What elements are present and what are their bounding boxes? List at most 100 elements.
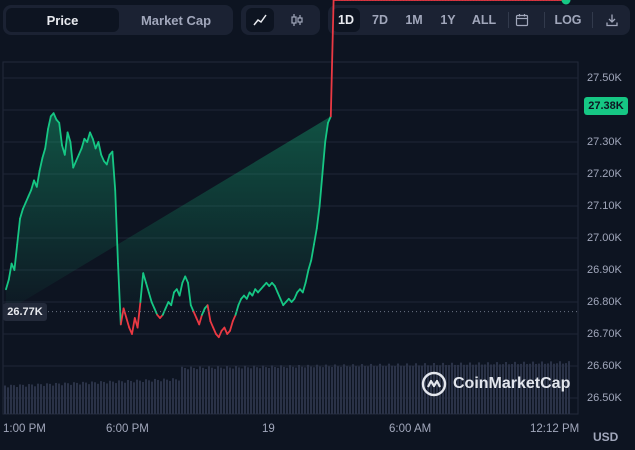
tab-price[interactable]: Price bbox=[6, 8, 119, 32]
price-line-segment bbox=[187, 281, 192, 307]
volume-bar bbox=[37, 383, 39, 414]
volume-bar bbox=[457, 364, 459, 414]
volume-bar bbox=[382, 365, 384, 414]
volume-bar bbox=[553, 363, 555, 414]
volume-bar bbox=[208, 366, 210, 414]
line-chart-icon[interactable] bbox=[246, 8, 274, 32]
volume-bar bbox=[520, 363, 522, 414]
volume-bar bbox=[160, 381, 162, 414]
volume-bar bbox=[184, 368, 186, 414]
volume-bar bbox=[334, 364, 336, 414]
price-line-segment bbox=[30, 179, 35, 191]
volume-bar bbox=[247, 367, 249, 414]
range-1d-button[interactable]: 1D bbox=[332, 8, 360, 32]
currency-label: USD bbox=[593, 430, 619, 444]
volume-bar bbox=[79, 384, 81, 414]
volume-bar bbox=[286, 367, 288, 414]
price-line-segment bbox=[44, 128, 49, 150]
volume-bar bbox=[400, 365, 402, 414]
price-line-segment bbox=[237, 297, 243, 307]
x-tick-label: 19 bbox=[262, 423, 275, 435]
volume-bar bbox=[277, 367, 279, 414]
price-line-segment bbox=[13, 243, 19, 271]
volume-bar bbox=[490, 364, 492, 414]
volume-bar bbox=[10, 384, 12, 414]
volume-bar bbox=[433, 362, 435, 414]
y-tick-label: 27.30K bbox=[587, 136, 622, 148]
range-all-button[interactable]: ALL bbox=[471, 13, 497, 27]
volume-bar bbox=[76, 382, 78, 414]
volume-bar bbox=[493, 364, 495, 414]
volume-bar bbox=[370, 363, 372, 414]
volume-bar bbox=[337, 366, 339, 414]
price-line-segment bbox=[315, 205, 321, 230]
price-line-segment bbox=[150, 301, 156, 310]
price-line-segment bbox=[147, 291, 153, 303]
price-line-segment bbox=[184, 275, 189, 284]
volume-bar bbox=[136, 379, 138, 414]
volume-bar bbox=[70, 384, 72, 414]
price-line-segment bbox=[27, 189, 33, 198]
volume-bar bbox=[58, 383, 60, 414]
price-line-segment bbox=[47, 115, 52, 131]
volume-bar bbox=[562, 363, 564, 414]
price-line-segment bbox=[139, 272, 145, 303]
price-line-segment bbox=[217, 329, 223, 339]
price-line-segment bbox=[21, 201, 27, 211]
volume-bar bbox=[340, 366, 342, 414]
price-line-segment bbox=[170, 291, 175, 307]
volume-bar bbox=[46, 383, 48, 414]
volume-bar bbox=[406, 363, 408, 414]
reference-price-label: 26.77K bbox=[3, 303, 47, 321]
range-7d-button[interactable]: 7D bbox=[372, 13, 388, 27]
y-tick-label: 26.60K bbox=[587, 360, 622, 372]
calendar-icon[interactable] bbox=[508, 8, 536, 32]
volume-bar bbox=[532, 361, 534, 414]
volume-bar bbox=[202, 367, 204, 414]
volume-bar bbox=[190, 366, 192, 414]
volume-bar bbox=[151, 381, 153, 414]
price-line-segment bbox=[327, 115, 332, 124]
volume-bar bbox=[412, 365, 414, 414]
volume-bar bbox=[124, 382, 126, 414]
y-tick-label: 26.70K bbox=[587, 328, 622, 340]
log-scale-button[interactable]: LOG bbox=[554, 13, 582, 27]
volume-bar bbox=[523, 361, 525, 414]
volume-bar bbox=[322, 367, 324, 414]
tab-market-cap[interactable]: Market Cap bbox=[140, 12, 212, 28]
price-line-segment bbox=[105, 153, 111, 166]
price-line-segment bbox=[97, 141, 103, 156]
volume-bar bbox=[541, 361, 543, 414]
y-tick-label: 27.50K bbox=[587, 72, 622, 84]
volume-bar bbox=[127, 380, 129, 414]
volume-bar bbox=[430, 365, 432, 414]
price-line-segment bbox=[198, 313, 203, 326]
price-line-segment bbox=[276, 291, 282, 300]
volume-bar bbox=[256, 367, 258, 414]
volume-bar bbox=[115, 383, 117, 414]
price-line-segment bbox=[100, 153, 105, 163]
price-line-segment bbox=[122, 307, 128, 319]
volume-bar bbox=[73, 382, 75, 414]
view-toggle: Price Market Cap bbox=[3, 5, 233, 35]
candlestick-icon[interactable] bbox=[283, 8, 311, 32]
range-1m-button[interactable]: 1M bbox=[405, 13, 423, 27]
price-line-segment bbox=[41, 147, 47, 159]
volume-bar bbox=[391, 365, 393, 414]
volume-bar bbox=[313, 367, 315, 414]
download-icon[interactable] bbox=[598, 8, 626, 32]
volume-bar bbox=[91, 381, 93, 414]
volume-bar bbox=[472, 364, 474, 414]
volume-bar bbox=[235, 365, 237, 414]
volume-bar bbox=[7, 387, 9, 414]
volume-bar bbox=[139, 380, 141, 414]
volume-bar bbox=[166, 379, 168, 414]
volume-bar bbox=[187, 369, 189, 414]
range-1y-button[interactable]: 1Y bbox=[440, 13, 456, 27]
volume-bar bbox=[106, 383, 108, 414]
volume-bar bbox=[343, 364, 345, 414]
volume-bar bbox=[475, 364, 477, 414]
volume-bar bbox=[25, 386, 27, 414]
price-line-segment bbox=[89, 131, 94, 140]
